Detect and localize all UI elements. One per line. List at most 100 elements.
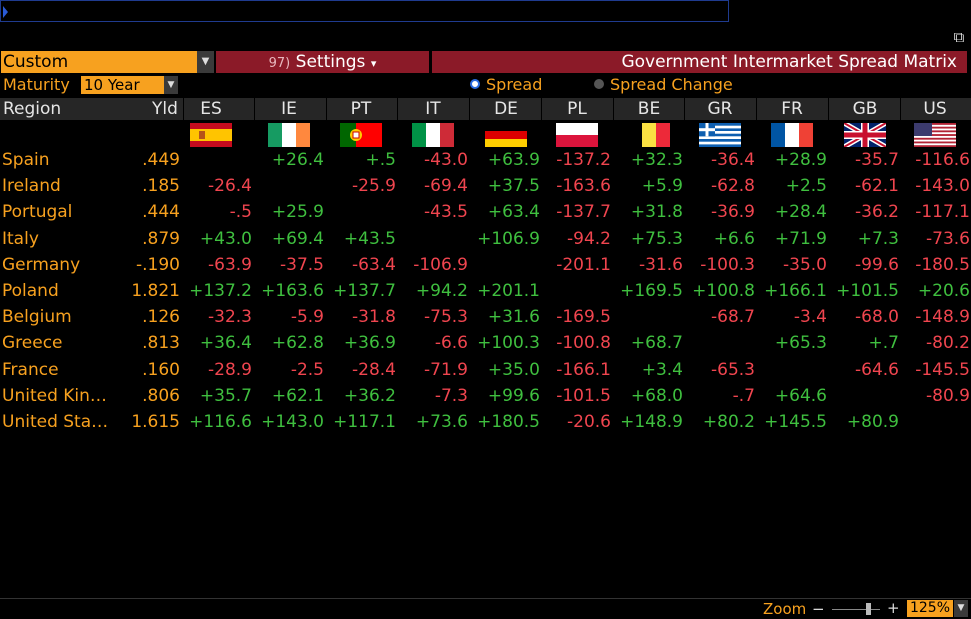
header-col-gr[interactable]: GR (707, 99, 733, 119)
table-row[interactable]: Ireland .185 -26.4 -25.9 -69.4 +37.5 -163.6 +5.… (0, 173, 971, 199)
spread-cell-fr[interactable]: +166.1 (764, 281, 827, 301)
spread-cell-pl[interactable]: -166.1 (556, 359, 611, 380)
spread-cell-pt[interactable]: -31.8 (352, 307, 396, 328)
zoom-slider-thumb[interactable] (866, 603, 871, 615)
spread-cell-gr[interactable]: -36.4 (711, 150, 755, 170)
spread-cell-de[interactable]: +63.4 (487, 202, 540, 223)
maturity-dropdown[interactable]: 10 Year (81, 76, 164, 94)
spread-cell-gr[interactable]: -68.7 (711, 307, 755, 328)
header-col-pl[interactable]: PL (567, 99, 587, 119)
header-col-it[interactable]: IT (425, 99, 441, 119)
table-row[interactable]: United Sta… 1.615 +116.6 +143.0 +117.1 +73.6 +… (0, 409, 971, 435)
spread-cell-us[interactable]: -116.6 (915, 150, 970, 170)
spread-cell-gb[interactable]: +.7 (868, 333, 899, 354)
spread-cell-gr[interactable]: -65.3 (711, 359, 755, 380)
spread-cell-de[interactable]: +106.9 (477, 228, 540, 249)
spread-cell-es[interactable]: +36.4 (199, 333, 252, 354)
spread-cell-es[interactable]: +43.0 (199, 228, 252, 249)
spread-cell-ie[interactable]: +62.1 (271, 385, 324, 406)
spread-cell-it[interactable]: +73.6 (415, 412, 468, 432)
header-col-us[interactable]: US (923, 99, 947, 119)
spread-cell-de[interactable]: +37.5 (487, 176, 540, 197)
region-name[interactable]: Poland (2, 281, 59, 301)
spread-cell-us[interactable]: -117.1 (915, 202, 970, 223)
spread-cell-gb[interactable]: -99.6 (855, 254, 899, 275)
spread-cell-fr[interactable]: +71.9 (774, 228, 827, 249)
spread-cell-fr[interactable]: +65.3 (774, 333, 827, 354)
region-name[interactable]: Ireland (2, 176, 61, 197)
spread-cell-be[interactable]: +68.7 (630, 333, 683, 354)
spread-cell-es[interactable]: +116.6 (189, 412, 252, 432)
spread-cell-pl[interactable]: -163.6 (556, 176, 611, 197)
spread-cell-be[interactable]: +3.4 (641, 359, 683, 380)
spread-cell-pl[interactable]: -137.2 (556, 150, 611, 170)
spread-cell-us[interactable]: -80.2 (926, 333, 970, 354)
spread-cell-gr[interactable]: +80.2 (702, 412, 755, 432)
spread-cell-de[interactable]: +31.6 (487, 307, 540, 328)
spread-cell-pl[interactable]: -20.6 (567, 412, 611, 432)
spread-cell-gr[interactable]: +6.6 (713, 228, 755, 249)
spread-cell-pt[interactable]: +36.2 (343, 385, 396, 406)
spread-cell-de[interactable]: +99.6 (487, 385, 540, 406)
spread-cell-pl[interactable]: -201.1 (556, 254, 611, 275)
spread-cell-be[interactable]: +31.8 (630, 202, 683, 223)
spread-cell-es[interactable]: -26.4 (208, 176, 252, 197)
zoom-slider-track[interactable] (832, 609, 880, 610)
spread-cell-fr[interactable]: +64.6 (774, 385, 827, 406)
spread-cell-pt[interactable]: +117.1 (333, 412, 396, 432)
popout-icon[interactable]: ⧉ (953, 28, 965, 46)
spread-cell-be[interactable]: +32.3 (630, 150, 683, 170)
spread-cell-us[interactable]: -143.0 (915, 176, 970, 197)
spread-cell-it[interactable]: -43.0 (424, 150, 468, 170)
region-name[interactable]: Portugal (2, 202, 73, 223)
spread-cell-be[interactable]: -31.6 (639, 254, 683, 275)
zoom-in-button[interactable]: + (887, 599, 900, 617)
settings-menu[interactable]: 97) Settings ▾ (216, 51, 429, 73)
spread-cell-gr[interactable]: +100.8 (692, 281, 755, 301)
spread-cell-pt[interactable]: -63.4 (352, 254, 396, 275)
spread-cell-us[interactable]: -145.5 (915, 359, 970, 380)
spread-cell-it[interactable]: -7.3 (434, 385, 468, 406)
spread-cell-ie[interactable]: +25.9 (271, 202, 324, 223)
spread-cell-be[interactable]: +148.9 (620, 412, 683, 432)
spread-cell-fr[interactable]: -35.0 (783, 254, 827, 275)
command-line[interactable] (0, 0, 729, 22)
spread-cell-us[interactable]: -148.9 (915, 307, 970, 328)
spread-cell-gr[interactable]: -.7 (732, 385, 755, 406)
spread-cell-us[interactable]: +20.6 (917, 281, 970, 301)
header-col-be[interactable]: BE (637, 99, 661, 119)
spread-cell-ie[interactable]: -2.5 (290, 359, 324, 380)
spread-cell-gr[interactable]: -100.3 (700, 254, 755, 275)
header-region[interactable]: Region (3, 99, 62, 119)
spread-cell-de[interactable]: +201.1 (477, 281, 540, 301)
zoom-value[interactable]: 125% (907, 600, 953, 617)
spread-cell-ie[interactable]: +62.8 (271, 333, 324, 354)
radio-spread-change[interactable]: Spread Change (594, 75, 733, 95)
spread-cell-us[interactable]: -180.5 (915, 254, 970, 275)
spread-cell-ie[interactable]: +163.6 (261, 281, 324, 301)
table-row[interactable]: Greece .813 +36.4 +62.8 +36.9 -6.6 +100.3 -100.… (0, 330, 971, 356)
spread-cell-pt[interactable]: +137.7 (333, 281, 396, 301)
spread-cell-gb[interactable]: -36.2 (855, 202, 899, 223)
spread-cell-it[interactable]: -43.5 (424, 202, 468, 223)
spread-cell-ie[interactable]: +143.0 (261, 412, 324, 432)
table-row[interactable]: Portugal .444 -.5 +25.9 -43.5 +63.4 -137.7 +31.… (0, 199, 971, 225)
spread-cell-pl[interactable]: -101.5 (556, 385, 611, 406)
header-col-ie[interactable]: IE (281, 99, 297, 119)
region-name[interactable]: Greece (2, 333, 63, 354)
zoom-dropdown-arrow-icon[interactable]: ▼ (954, 600, 968, 617)
spread-cell-be[interactable]: +75.3 (630, 228, 683, 249)
spread-cell-fr[interactable]: -3.4 (793, 307, 827, 328)
spread-cell-it[interactable]: +94.2 (415, 281, 468, 301)
spread-cell-it[interactable]: -71.9 (424, 359, 468, 380)
table-row[interactable]: Spain .449 +26.4 +.5 -43.0 +63.9 -137.2 +32.3 -3… (0, 147, 971, 173)
spread-cell-fr[interactable]: +145.5 (764, 412, 827, 432)
spread-cell-ie[interactable]: +26.4 (271, 150, 324, 170)
spread-cell-us[interactable]: -73.6 (926, 228, 970, 249)
spread-cell-it[interactable]: -106.9 (413, 254, 468, 275)
table-row[interactable]: Poland 1.821 +137.2 +163.6 +137.7 +94.2 +201.1… (0, 278, 971, 304)
spread-cell-gb[interactable]: -62.1 (855, 176, 899, 197)
spread-cell-de[interactable]: +35.0 (487, 359, 540, 380)
spread-cell-it[interactable]: -75.3 (424, 307, 468, 328)
table-row[interactable]: France .160 -28.9 -2.5 -28.4 -71.9 +35.0 -166.1… (0, 357, 971, 383)
